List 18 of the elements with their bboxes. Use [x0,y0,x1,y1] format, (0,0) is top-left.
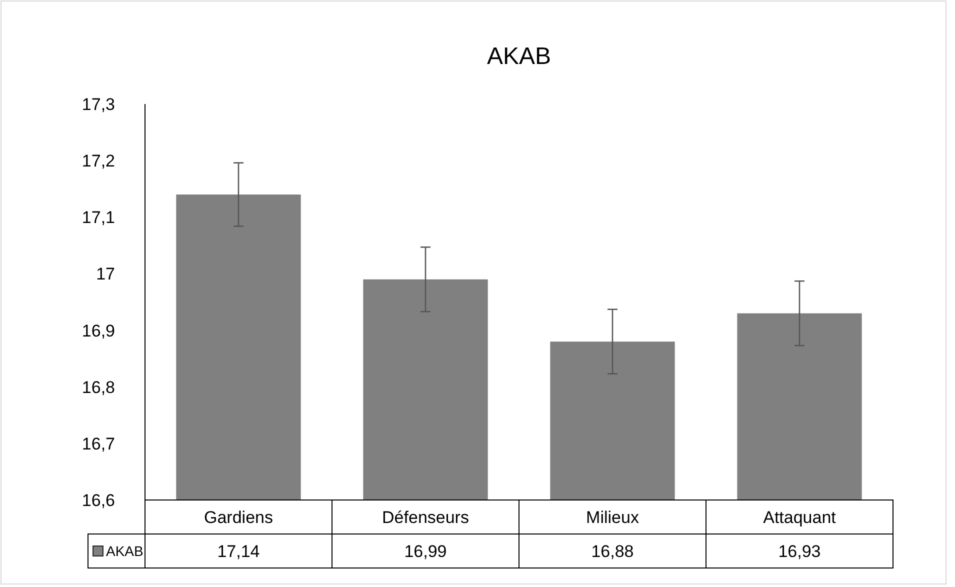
y-tick-label: 17,3 [82,95,115,114]
x-tick-label: Gardiens [204,508,273,527]
chart-title: AKAB [486,43,552,70]
data-label: 16,88 [591,542,634,561]
legend-label: AKAB [106,543,144,559]
x-tick-label: Défenseurs [382,508,469,527]
y-tick-label: 16,7 [82,434,115,454]
y-tick-label: 17 [96,264,115,284]
x-tick-label: Milieux [586,508,640,527]
y-tick-label: 16,8 [82,378,115,397]
y-tick-label: 17,1 [82,208,115,228]
y-tick-label: 16,6 [82,491,115,510]
data-label: 16,99 [404,542,447,561]
data-label: 17,14 [217,542,260,561]
x-tick-label: Attaquant [763,508,836,527]
data-label: 16,93 [778,542,821,561]
y-tick-label: 17,2 [82,152,115,171]
y-tick-label: 16,9 [82,321,115,340]
